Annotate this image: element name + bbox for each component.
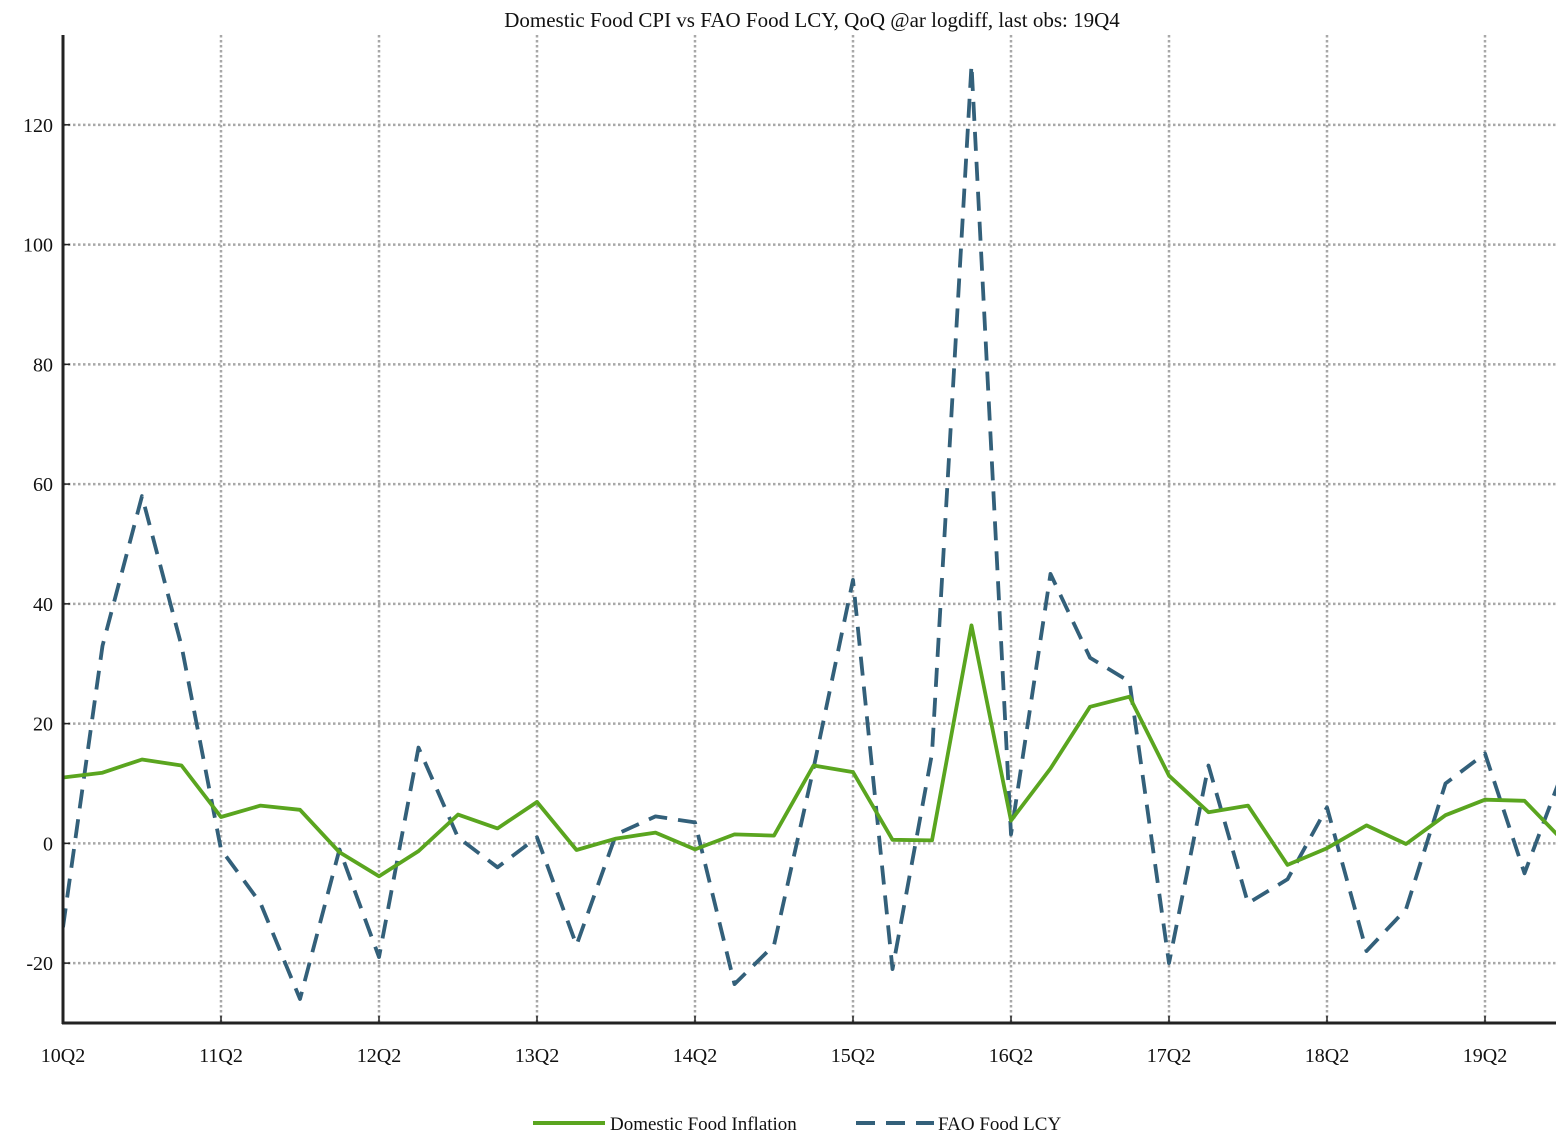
y-tick-label: 60 [33, 474, 53, 496]
series-line-fao-food-lcy [63, 63, 1556, 1001]
y-tick-label: 0 [43, 833, 53, 855]
legend: Domestic Food Inflation FAO Food LCY [533, 1114, 1061, 1135]
x-tick-label: 13Q2 [515, 1045, 559, 1067]
x-tick-label: 14Q2 [673, 1045, 717, 1067]
y-tick-label: 100 [23, 235, 53, 257]
chart-title: Domestic Food CPI vs FAO Food LCY, QoQ @… [504, 8, 1120, 32]
x-tick-label: 15Q2 [831, 1045, 875, 1067]
x-tick-label: 11Q2 [199, 1045, 243, 1067]
y-tick-label: 40 [33, 594, 53, 616]
y-tick-label: 20 [33, 714, 53, 736]
y-tick-label: 120 [23, 115, 53, 137]
x-tick-label: 16Q2 [989, 1045, 1033, 1067]
legend-label-domestic-food-inflation: Domestic Food Inflation [610, 1114, 797, 1135]
y-tick-label: 80 [33, 354, 53, 376]
grid [61, 35, 1556, 1023]
tick-labels: -20 0 20 40 60 80 100 120 10Q2 11Q2 12Q2 13Q2 14Q2 15… [23, 115, 1507, 1067]
x-tick-label: 18Q2 [1305, 1045, 1349, 1067]
y-tick-label: -20 [26, 953, 53, 975]
series-line-domestic-food-inflation [63, 623, 1556, 879]
series-lines [63, 63, 1556, 1001]
x-tick-label: 19Q2 [1463, 1045, 1507, 1067]
x-tick-label: 17Q2 [1147, 1045, 1191, 1067]
axes [61, 35, 1556, 1025]
x-tick-label: 12Q2 [357, 1045, 401, 1067]
x-tick-label: 10Q2 [41, 1045, 85, 1067]
legend-label-fao-food-lcy: FAO Food LCY [938, 1114, 1061, 1135]
